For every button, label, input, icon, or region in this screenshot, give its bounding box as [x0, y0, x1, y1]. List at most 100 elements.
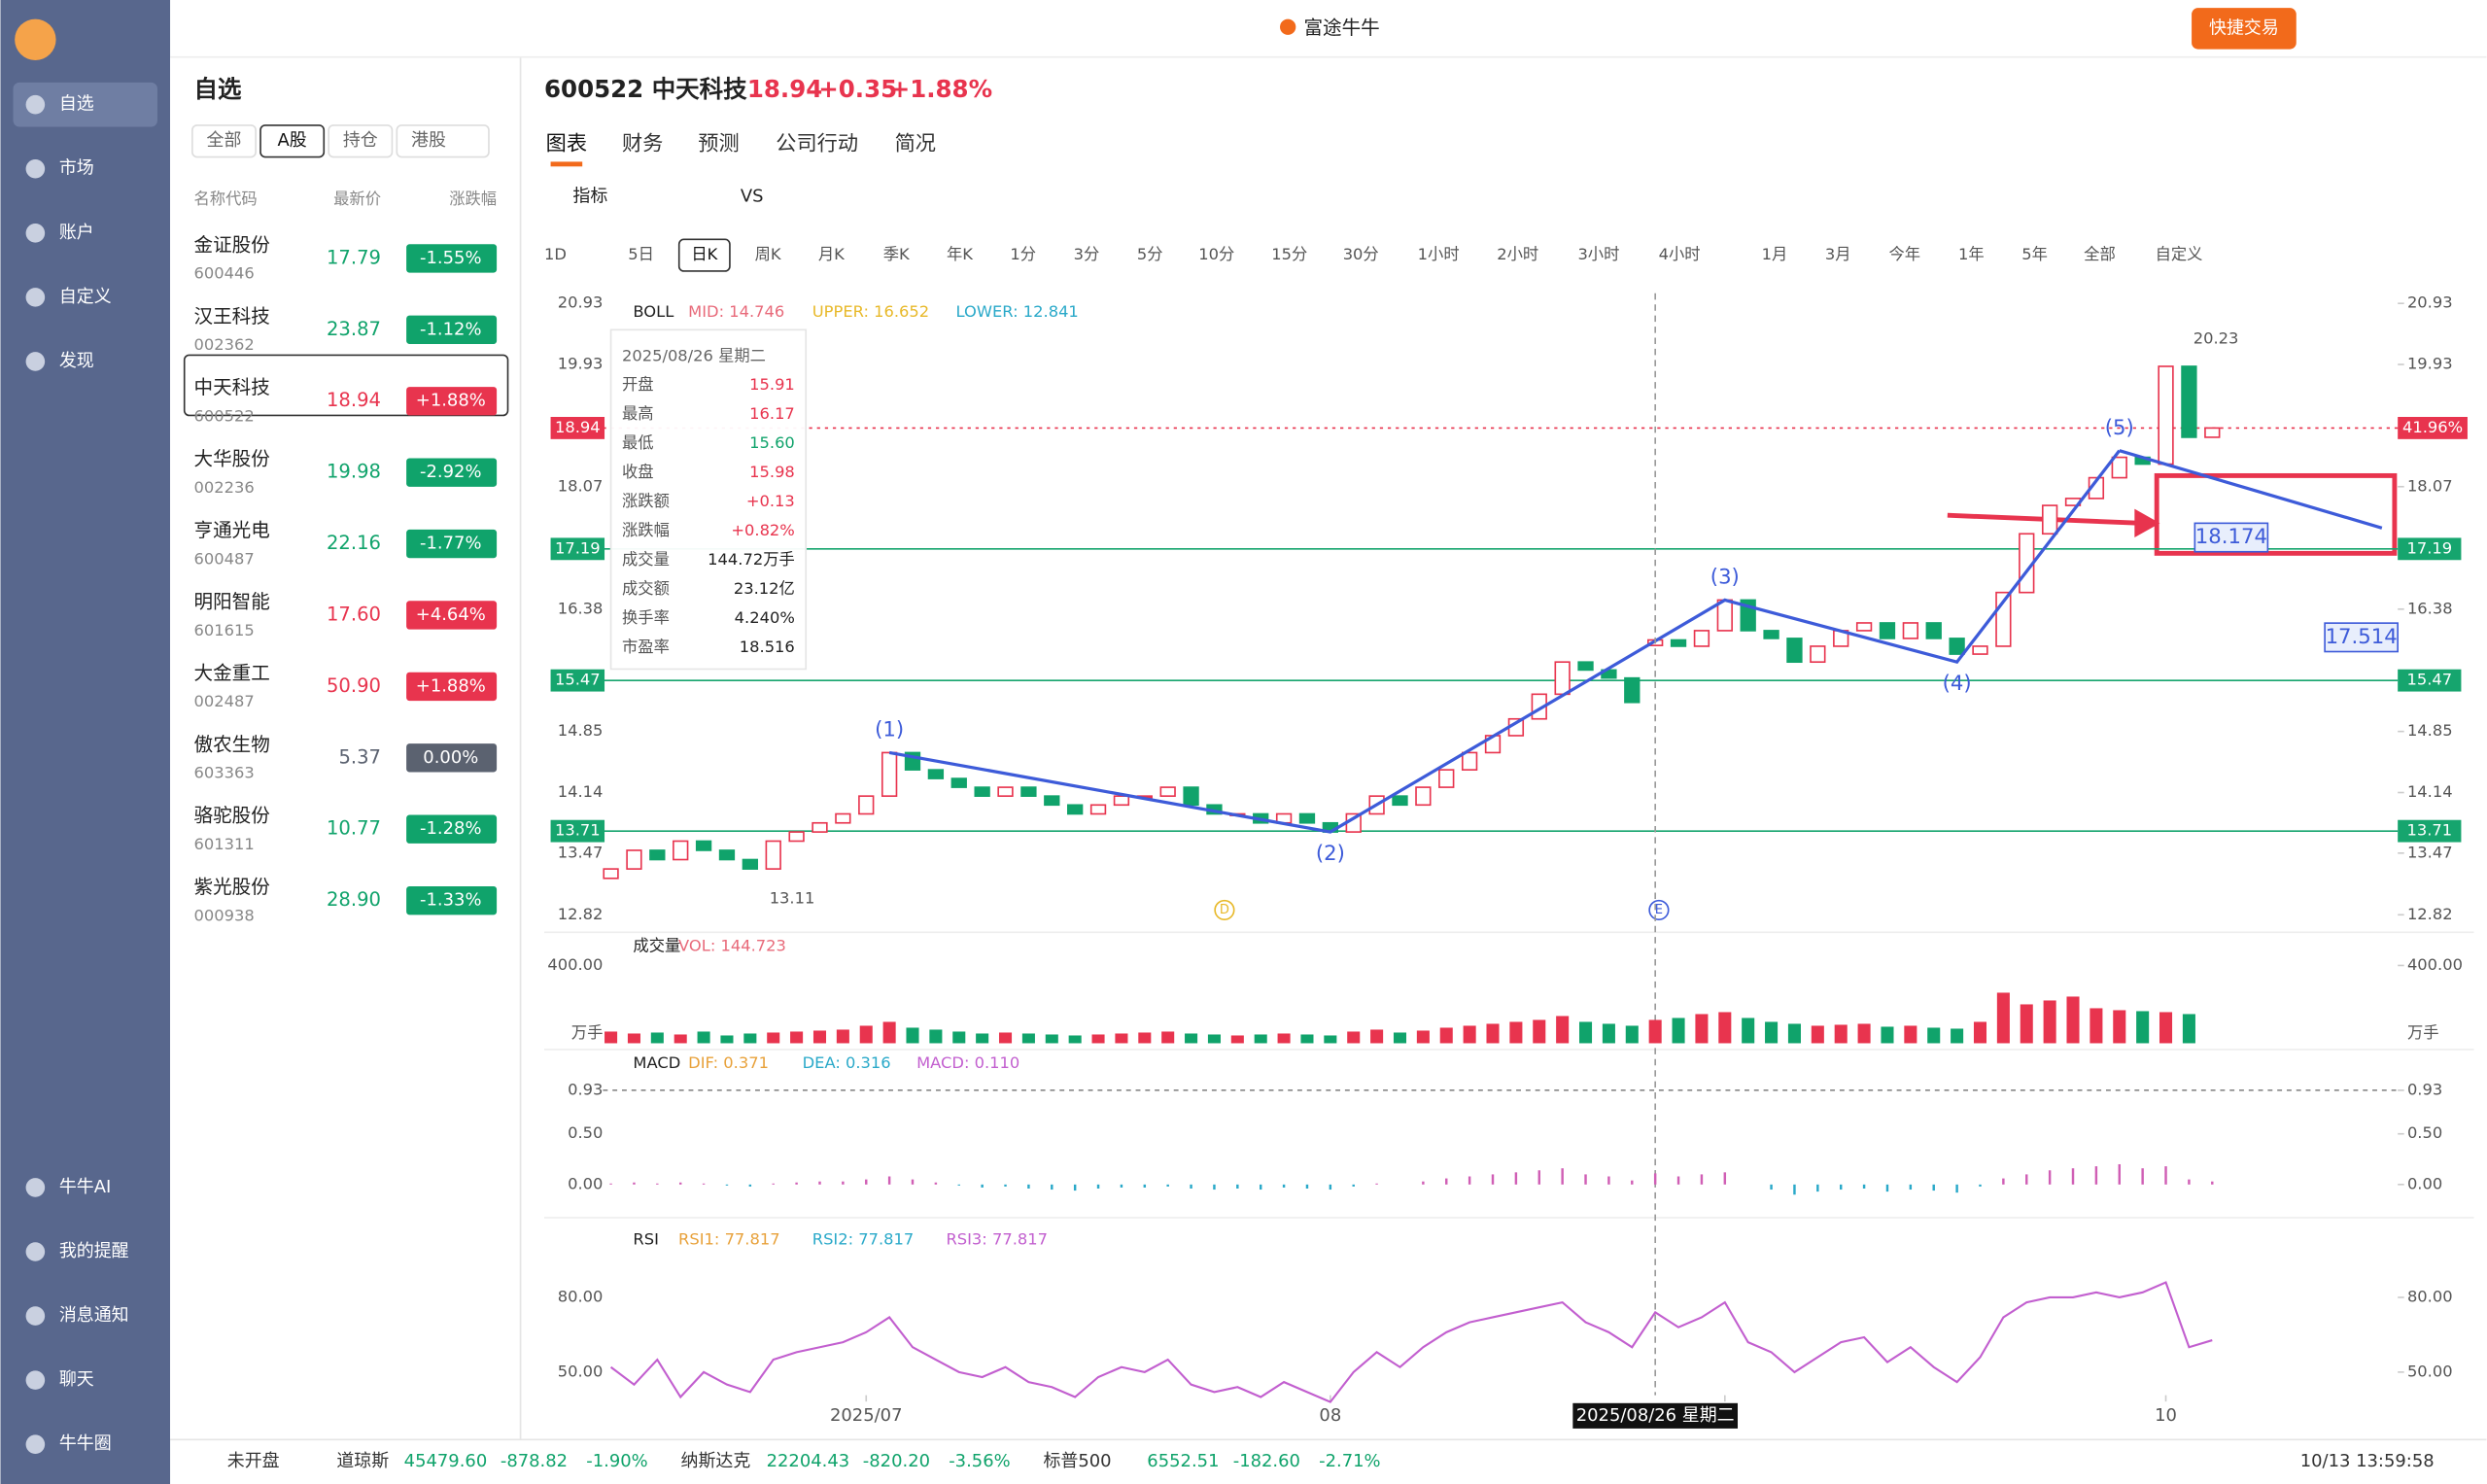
stock-name[interactable]: 大华股份	[194, 448, 270, 470]
nav-item[interactable]: 牛牛AI	[59, 1177, 111, 1197]
period[interactable]: 1小时	[1418, 245, 1460, 263]
tab[interactable]: 图表	[546, 130, 587, 155]
tool[interactable]: 指标	[572, 186, 607, 206]
tab[interactable]: 财务	[622, 130, 663, 155]
crosshair-badge	[1572, 1402, 1739, 1429]
tool[interactable]: VS	[741, 186, 764, 206]
quick-trade-label[interactable]: 快捷交易	[2209, 17, 2279, 38]
period[interactable]: 3小时	[1577, 245, 1619, 263]
nav-item[interactable]: 市场	[59, 158, 94, 179]
volume-bar	[1904, 1025, 1917, 1044]
period[interactable]: 15分	[1271, 245, 1307, 263]
period[interactable]: 5日	[628, 245, 654, 263]
period[interactable]: 5年	[2021, 245, 2048, 263]
nav-item[interactable]: 牛牛圈	[59, 1433, 112, 1454]
nav-icon	[25, 1434, 46, 1455]
avatar[interactable]	[15, 18, 56, 60]
period[interactable]: 2小时	[1497, 245, 1538, 263]
tooltip	[609, 328, 808, 671]
period[interactable]: 月K	[818, 245, 846, 263]
y-tick-label: 0.50	[568, 1123, 603, 1142]
filter-label[interactable]: A股	[278, 130, 307, 151]
nav-item[interactable]: 自定义	[59, 287, 112, 307]
stock-name[interactable]: 傲农生物	[194, 733, 270, 755]
tab[interactable]: 简况	[895, 130, 936, 155]
wave-label: (2)	[1316, 841, 1345, 865]
high-label: 20.23	[2193, 329, 2239, 348]
filter-button[interactable]	[396, 124, 490, 158]
volume-bar	[1347, 1031, 1361, 1044]
filter-button[interactable]	[259, 124, 326, 158]
legend-item: MACD	[633, 1053, 680, 1072]
stock-code: 603363	[194, 764, 255, 782]
nav-item[interactable]: 发现	[59, 351, 94, 371]
watchlist-title[interactable]: 自选	[194, 75, 242, 103]
nav-icon	[25, 1178, 46, 1197]
nav-item[interactable]: 账户	[59, 223, 94, 243]
wave-label: (1)	[875, 717, 904, 742]
change-badge	[406, 885, 498, 915]
index-field: -2.71%	[1319, 1451, 1380, 1471]
period[interactable]: 年K	[947, 245, 974, 263]
nav-item[interactable]: 自选	[59, 94, 94, 115]
stock-name[interactable]: 金证股份	[194, 233, 270, 256]
filter-label[interactable]: 港股	[411, 130, 446, 151]
volume-bar	[1765, 1021, 1779, 1044]
period[interactable]: 3月	[1825, 245, 1851, 263]
y-tick-label: 14.85	[558, 721, 604, 740]
nav-item[interactable]: 聊天	[59, 1369, 94, 1390]
crosshair-label: 2025/08/26 星期二	[1576, 1405, 1735, 1426]
quick-trade-button[interactable]	[2192, 8, 2297, 50]
period[interactable]: 5分	[1137, 245, 1163, 263]
candle	[1044, 795, 1060, 807]
period[interactable]: 季K	[883, 245, 911, 263]
period[interactable]: 自定义	[2156, 245, 2203, 263]
candle	[695, 840, 712, 851]
period[interactable]: 日K	[691, 245, 718, 263]
period[interactable]: 10分	[1198, 245, 1234, 263]
tooltip-key: 最高	[622, 404, 654, 423]
period[interactable]: 3分	[1074, 245, 1100, 263]
nav-item[interactable]: 消息通知	[59, 1305, 129, 1326]
stock-name[interactable]: 中天科技	[194, 376, 270, 398]
period[interactable]: 1D	[544, 245, 567, 263]
stock-name[interactable]: 汉王科技	[194, 305, 270, 328]
nav-item[interactable]: 我的提醒	[59, 1241, 129, 1261]
nav-icon	[25, 158, 46, 179]
stock-name[interactable]: 骆驼股份	[194, 805, 270, 827]
y-tick-label: 50.00	[558, 1362, 604, 1380]
candle	[1879, 622, 1896, 639]
tab[interactable]: 公司行动	[776, 130, 858, 155]
candle	[812, 821, 828, 833]
stock-name[interactable]: 亨通光电	[194, 519, 270, 541]
candle	[742, 858, 759, 870]
stock-name[interactable]: 明阳智能	[194, 590, 270, 612]
filter-label[interactable]: 持仓	[343, 130, 378, 151]
level-badge	[550, 669, 605, 692]
legend-item: 成交量	[633, 936, 680, 954]
candle	[1972, 645, 1988, 655]
change-badge	[406, 315, 498, 345]
stock-price: 19.98	[327, 461, 381, 483]
index-field: -878.82	[501, 1451, 568, 1471]
period[interactable]: 1分	[1010, 245, 1036, 263]
tooltip-value: 16.17	[749, 404, 795, 423]
period[interactable]: 4小时	[1659, 245, 1701, 263]
period[interactable]: 全部	[2084, 245, 2116, 263]
volume-bar	[1277, 1033, 1291, 1044]
stock-name[interactable]: 大金重工	[194, 662, 270, 684]
filter-button[interactable]	[191, 124, 257, 158]
tab[interactable]: 预测	[698, 130, 739, 155]
period[interactable]: 1月	[1762, 245, 1788, 263]
tooltip-key: 市盈率	[622, 638, 670, 656]
period[interactable]: 1年	[1958, 245, 1985, 263]
period[interactable]: 30分	[1343, 245, 1379, 263]
stock-name[interactable]: 紫光股份	[194, 876, 270, 898]
stock-code: 000938	[194, 906, 255, 924]
arrow-head	[2134, 508, 2160, 538]
period[interactable]: 周K	[755, 245, 782, 263]
marker-label: E	[1655, 903, 1663, 917]
period[interactable]: 今年	[1889, 245, 1921, 263]
filter-label[interactable]: 全部	[207, 130, 242, 151]
filter-button[interactable]	[328, 124, 394, 158]
